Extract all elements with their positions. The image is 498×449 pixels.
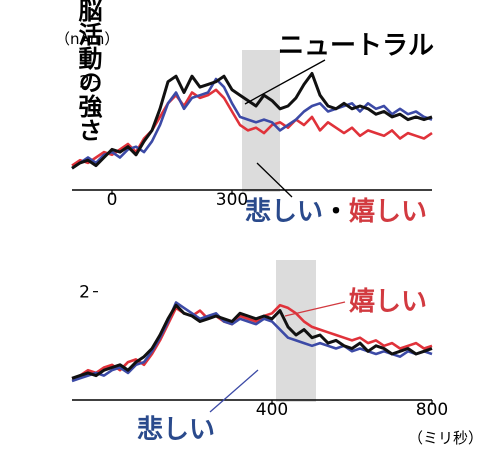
top-chart-panel: 2 0 300: [71, 50, 433, 210]
label-sad-bottom: 悲しい: [137, 414, 215, 445]
x-tick-label: 300: [216, 190, 248, 210]
series-line-happy: [71, 303, 433, 380]
sad-happy-pointer: [256, 162, 293, 198]
series-line-sad: [71, 301, 433, 383]
y-tick-label: 2: [79, 283, 90, 303]
label-happy-bottom: 嬉しい: [349, 287, 427, 317]
label-dot: ・: [323, 197, 349, 227]
x-tick-label: 0: [107, 190, 118, 210]
label-neutral: ニュートラル: [278, 31, 434, 61]
y-unit: （nAm）: [55, 30, 119, 48]
label-sad-happy: 悲しい・嬉しい: [245, 196, 427, 227]
x-tick-label: 400: [256, 400, 288, 420]
label-sad-top: 悲しい: [245, 196, 323, 227]
y-axis-label-text: 脳活動の強さ: [0, 0, 102, 141]
y-axis-label: 脳活動の強さ: [0, 0, 102, 141]
label-happy-top: 嬉しい: [349, 197, 427, 227]
happy-pointer: [284, 301, 346, 317]
sad-pointer: [209, 369, 259, 413]
series-line-neutral: [71, 303, 433, 380]
x-tick-label: 800: [416, 400, 448, 420]
x-unit: （ミリ秒）: [408, 429, 483, 447]
series-line-neutral: [71, 72, 433, 170]
series-line-sad: [71, 77, 433, 170]
neutral-pointer: [244, 59, 326, 105]
y-tick-label: 2: [79, 73, 90, 93]
bottom-chart-panel: 2 400 800: [71, 260, 448, 420]
